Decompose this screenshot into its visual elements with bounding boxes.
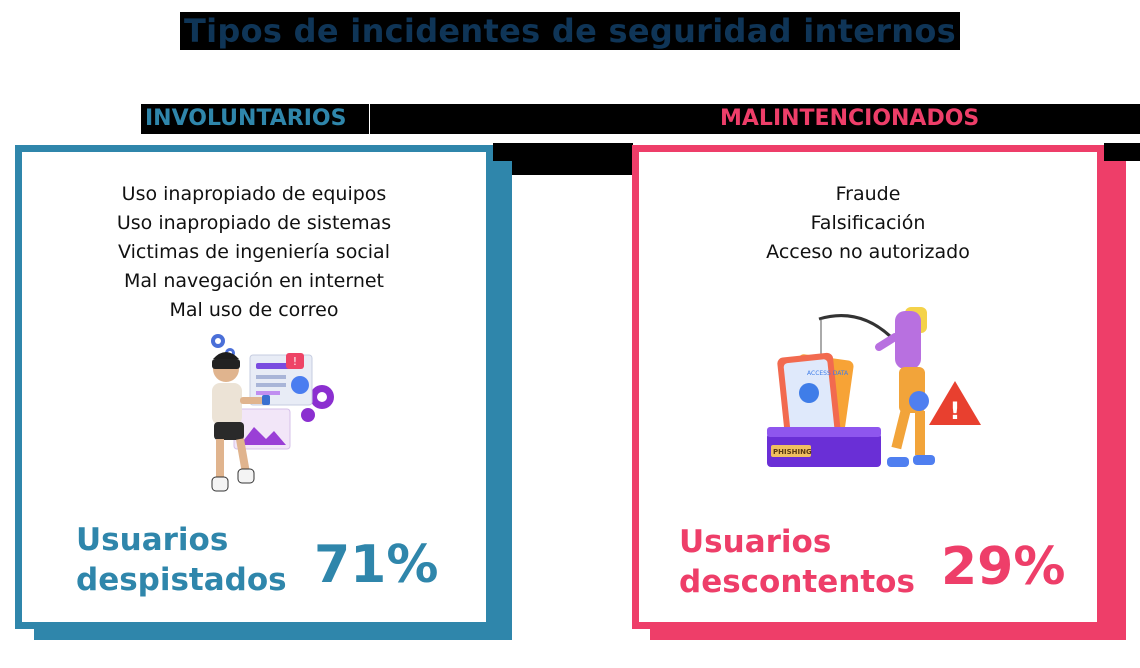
list-item: Mal uso de correo bbox=[169, 299, 339, 321]
list-item: Mal navegación en internet bbox=[124, 270, 384, 292]
involuntary-label: Usuarios despistados bbox=[76, 522, 287, 598]
card-involuntary: Uso inapropiado de equipos Uso inapropia… bbox=[15, 145, 493, 629]
list-item: Fraude bbox=[835, 183, 901, 205]
involuntary-percent: 71% bbox=[314, 535, 439, 595]
card-black-notch-right bbox=[1104, 143, 1140, 161]
list-item: Victimas de ingeniería social bbox=[118, 241, 390, 263]
vr-user-illustration: ! bbox=[211, 334, 334, 492]
card-black-notch-left bbox=[493, 143, 633, 161]
list-item: Uso inapropiado de equipos bbox=[121, 183, 387, 205]
heading-band-right bbox=[1006, 104, 1140, 134]
heading-involuntary: INVOLUNTARIOS bbox=[141, 104, 369, 134]
phishing-illustration: ACCESS DATA PHISHING ! bbox=[767, 307, 981, 467]
gear-icon bbox=[301, 385, 334, 422]
card-malicious: Fraude Falsificación Acceso no autorizad… bbox=[632, 145, 1104, 629]
malicious-percent: 29% bbox=[941, 537, 1066, 597]
list-item: Falsificación bbox=[810, 212, 926, 234]
svg-text:!: ! bbox=[950, 397, 961, 425]
heading-malicious: MALINTENCIONADOS bbox=[716, 104, 1008, 134]
involuntary-items: Uso inapropiado de equipos Uso inapropia… bbox=[22, 180, 486, 325]
list-item: Uso inapropiado de sistemas bbox=[116, 212, 392, 234]
access-data-tag: ACCESS DATA bbox=[807, 370, 849, 377]
card-black-side-left bbox=[512, 160, 632, 175]
warning-icon: ! bbox=[929, 381, 981, 425]
list-item: Acceso no autorizado bbox=[766, 241, 970, 263]
phishing-tag: PHISHING bbox=[773, 448, 812, 456]
malicious-label: Usuarios descontentos bbox=[679, 524, 915, 600]
page-title: Tipos de incidentes de seguridad interno… bbox=[0, 12, 1140, 50]
malicious-items: Fraude Falsificación Acceso no autorizad… bbox=[639, 180, 1097, 267]
svg-text:!: ! bbox=[293, 355, 297, 368]
